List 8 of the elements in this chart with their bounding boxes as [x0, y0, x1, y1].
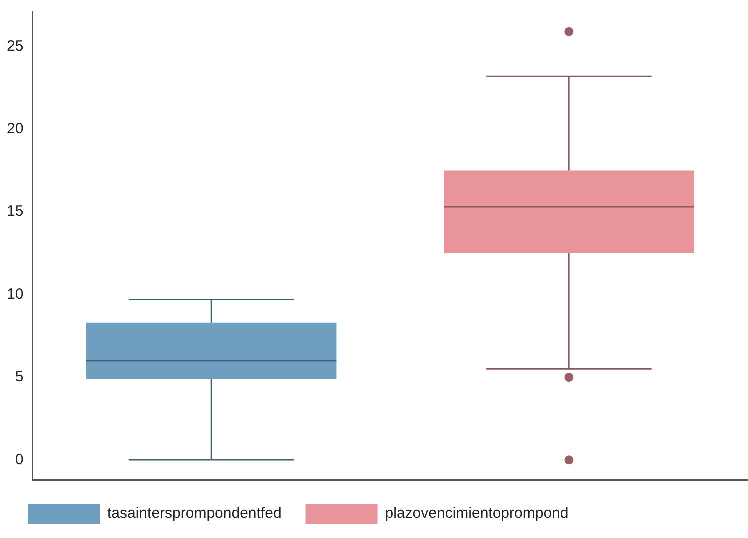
- y-tick-label: 20: [6, 120, 24, 138]
- y-tick-label: 25: [6, 38, 24, 55]
- y-tick-label: 0: [15, 451, 24, 468]
- y-tick-label: 10: [6, 286, 24, 303]
- legend-label: plazovencimientoprompond: [385, 505, 569, 522]
- y-tick-label: 15: [6, 203, 24, 220]
- legend-label: tasaintersprompondentfed: [108, 505, 282, 522]
- y-tick-label: 5: [15, 368, 24, 386]
